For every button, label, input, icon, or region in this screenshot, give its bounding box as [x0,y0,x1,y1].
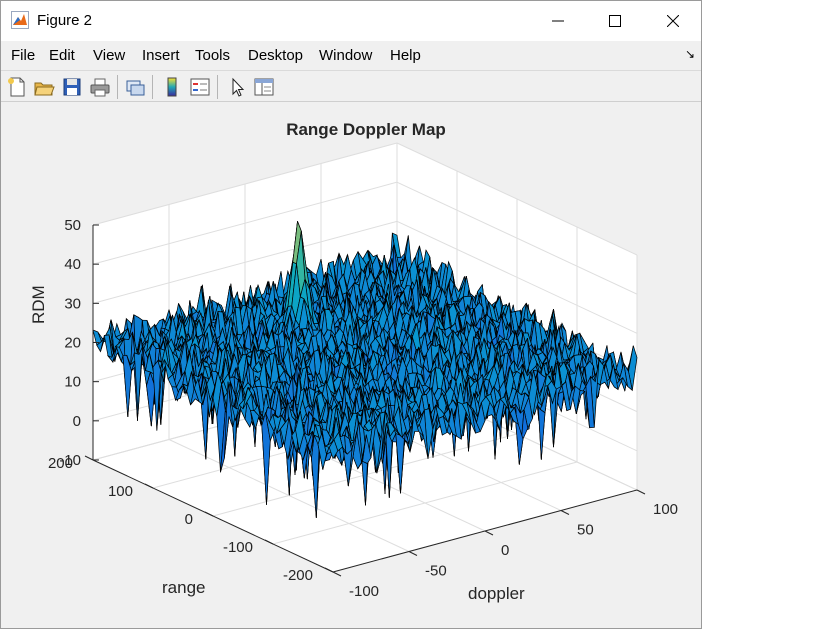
pointer-icon[interactable] [226,76,248,98]
menu-insert[interactable]: Insert [142,47,180,64]
surface [92,221,638,518]
x-tick [332,571,342,577]
colorbar-icon[interactable] [161,76,183,98]
y-tick [144,483,154,489]
toolbar-separator [152,75,153,99]
menu-edit[interactable]: Edit [49,47,75,64]
menu-file[interactable]: File [11,47,36,64]
z-tick-label: -10 [59,452,81,469]
x-tick-label: 50 [577,522,594,539]
minimize-icon [552,20,564,22]
menu-tools[interactable]: Tools [195,47,231,64]
y-tick-label: 0 [185,511,193,528]
x-tick [408,551,418,556]
toolbar-separator [217,75,218,99]
x-tick-label: 0 [501,542,509,559]
y-tick [264,539,274,545]
y-axis-label: range [162,578,206,597]
menu-desktop[interactable]: Desktop [248,47,304,64]
x-tick-label: 100 [653,501,678,518]
x-tick-label: -100 [349,583,379,600]
dock-figure-icon[interactable]: ↘ [684,47,695,61]
figure-window: Figure 2 File Edit View Insert Tools Des… [0,0,702,629]
z-tick-label: 50 [64,217,81,234]
chart-title: Range Doppler Map [286,120,446,139]
window-title: Figure 2 [37,12,93,29]
figure-toolbar [1,70,701,102]
x-tick-label: -50 [425,563,447,580]
print-icon[interactable] [89,76,111,98]
y-tick-label: -200 [283,567,313,584]
tick-labels: -1001020304050-200-1000100200-100-500501… [48,217,678,600]
z-tick-label: 40 [64,256,81,273]
y-tick [84,455,94,461]
new-figure-icon[interactable] [6,76,28,98]
z-tick-label: 30 [64,295,81,312]
grid-line [396,142,638,256]
maximize-button[interactable] [586,1,644,41]
title-bar[interactable]: Figure 2 [1,1,701,41]
close-icon [667,15,679,27]
save-icon[interactable] [61,76,83,98]
link-figure-icon[interactable] [124,76,146,98]
close-button[interactable] [644,1,701,41]
toolbar-separator [117,75,118,99]
matlab-icon [11,11,29,29]
property-editor-icon[interactable] [253,76,275,98]
y-tick [204,511,214,517]
x-tick [636,489,646,495]
x-axis-label: doppler [468,584,525,603]
grid-line [92,142,398,226]
maximize-icon [609,15,621,27]
grid-line [396,181,638,295]
z-axis-label: RDM [29,285,48,324]
grid-line [92,220,398,304]
z-tick-label: 0 [73,413,81,430]
y-tick-label: -100 [223,539,253,556]
x-tick [560,510,570,515]
z-tick-label: 20 [64,335,81,352]
z-tick-label: 10 [64,374,81,391]
surface-plot[interactable]: -1001020304050-200-1000100200-100-500501… [1,102,701,628]
grid-line [92,181,398,265]
menu-bar: File Edit View Insert Tools Desktop Wind… [1,41,701,70]
menu-help[interactable]: Help [390,47,421,64]
open-file-icon[interactable] [33,76,55,98]
minimize-button[interactable] [529,1,587,41]
legend-icon[interactable] [189,76,211,98]
grid-line [396,220,638,334]
figure-canvas: Range Doppler Map -10 0 10 20 30 40 50 -200 -100… [1,102,701,628]
y-tick [324,567,334,573]
x-tick [484,530,494,536]
menu-window[interactable]: Window [319,47,373,64]
y-tick-label: 200 [48,455,73,472]
grid-line [272,461,578,545]
menu-view[interactable]: View [93,47,126,64]
y-tick-label: 100 [108,483,133,500]
surface-patch [328,438,339,460]
